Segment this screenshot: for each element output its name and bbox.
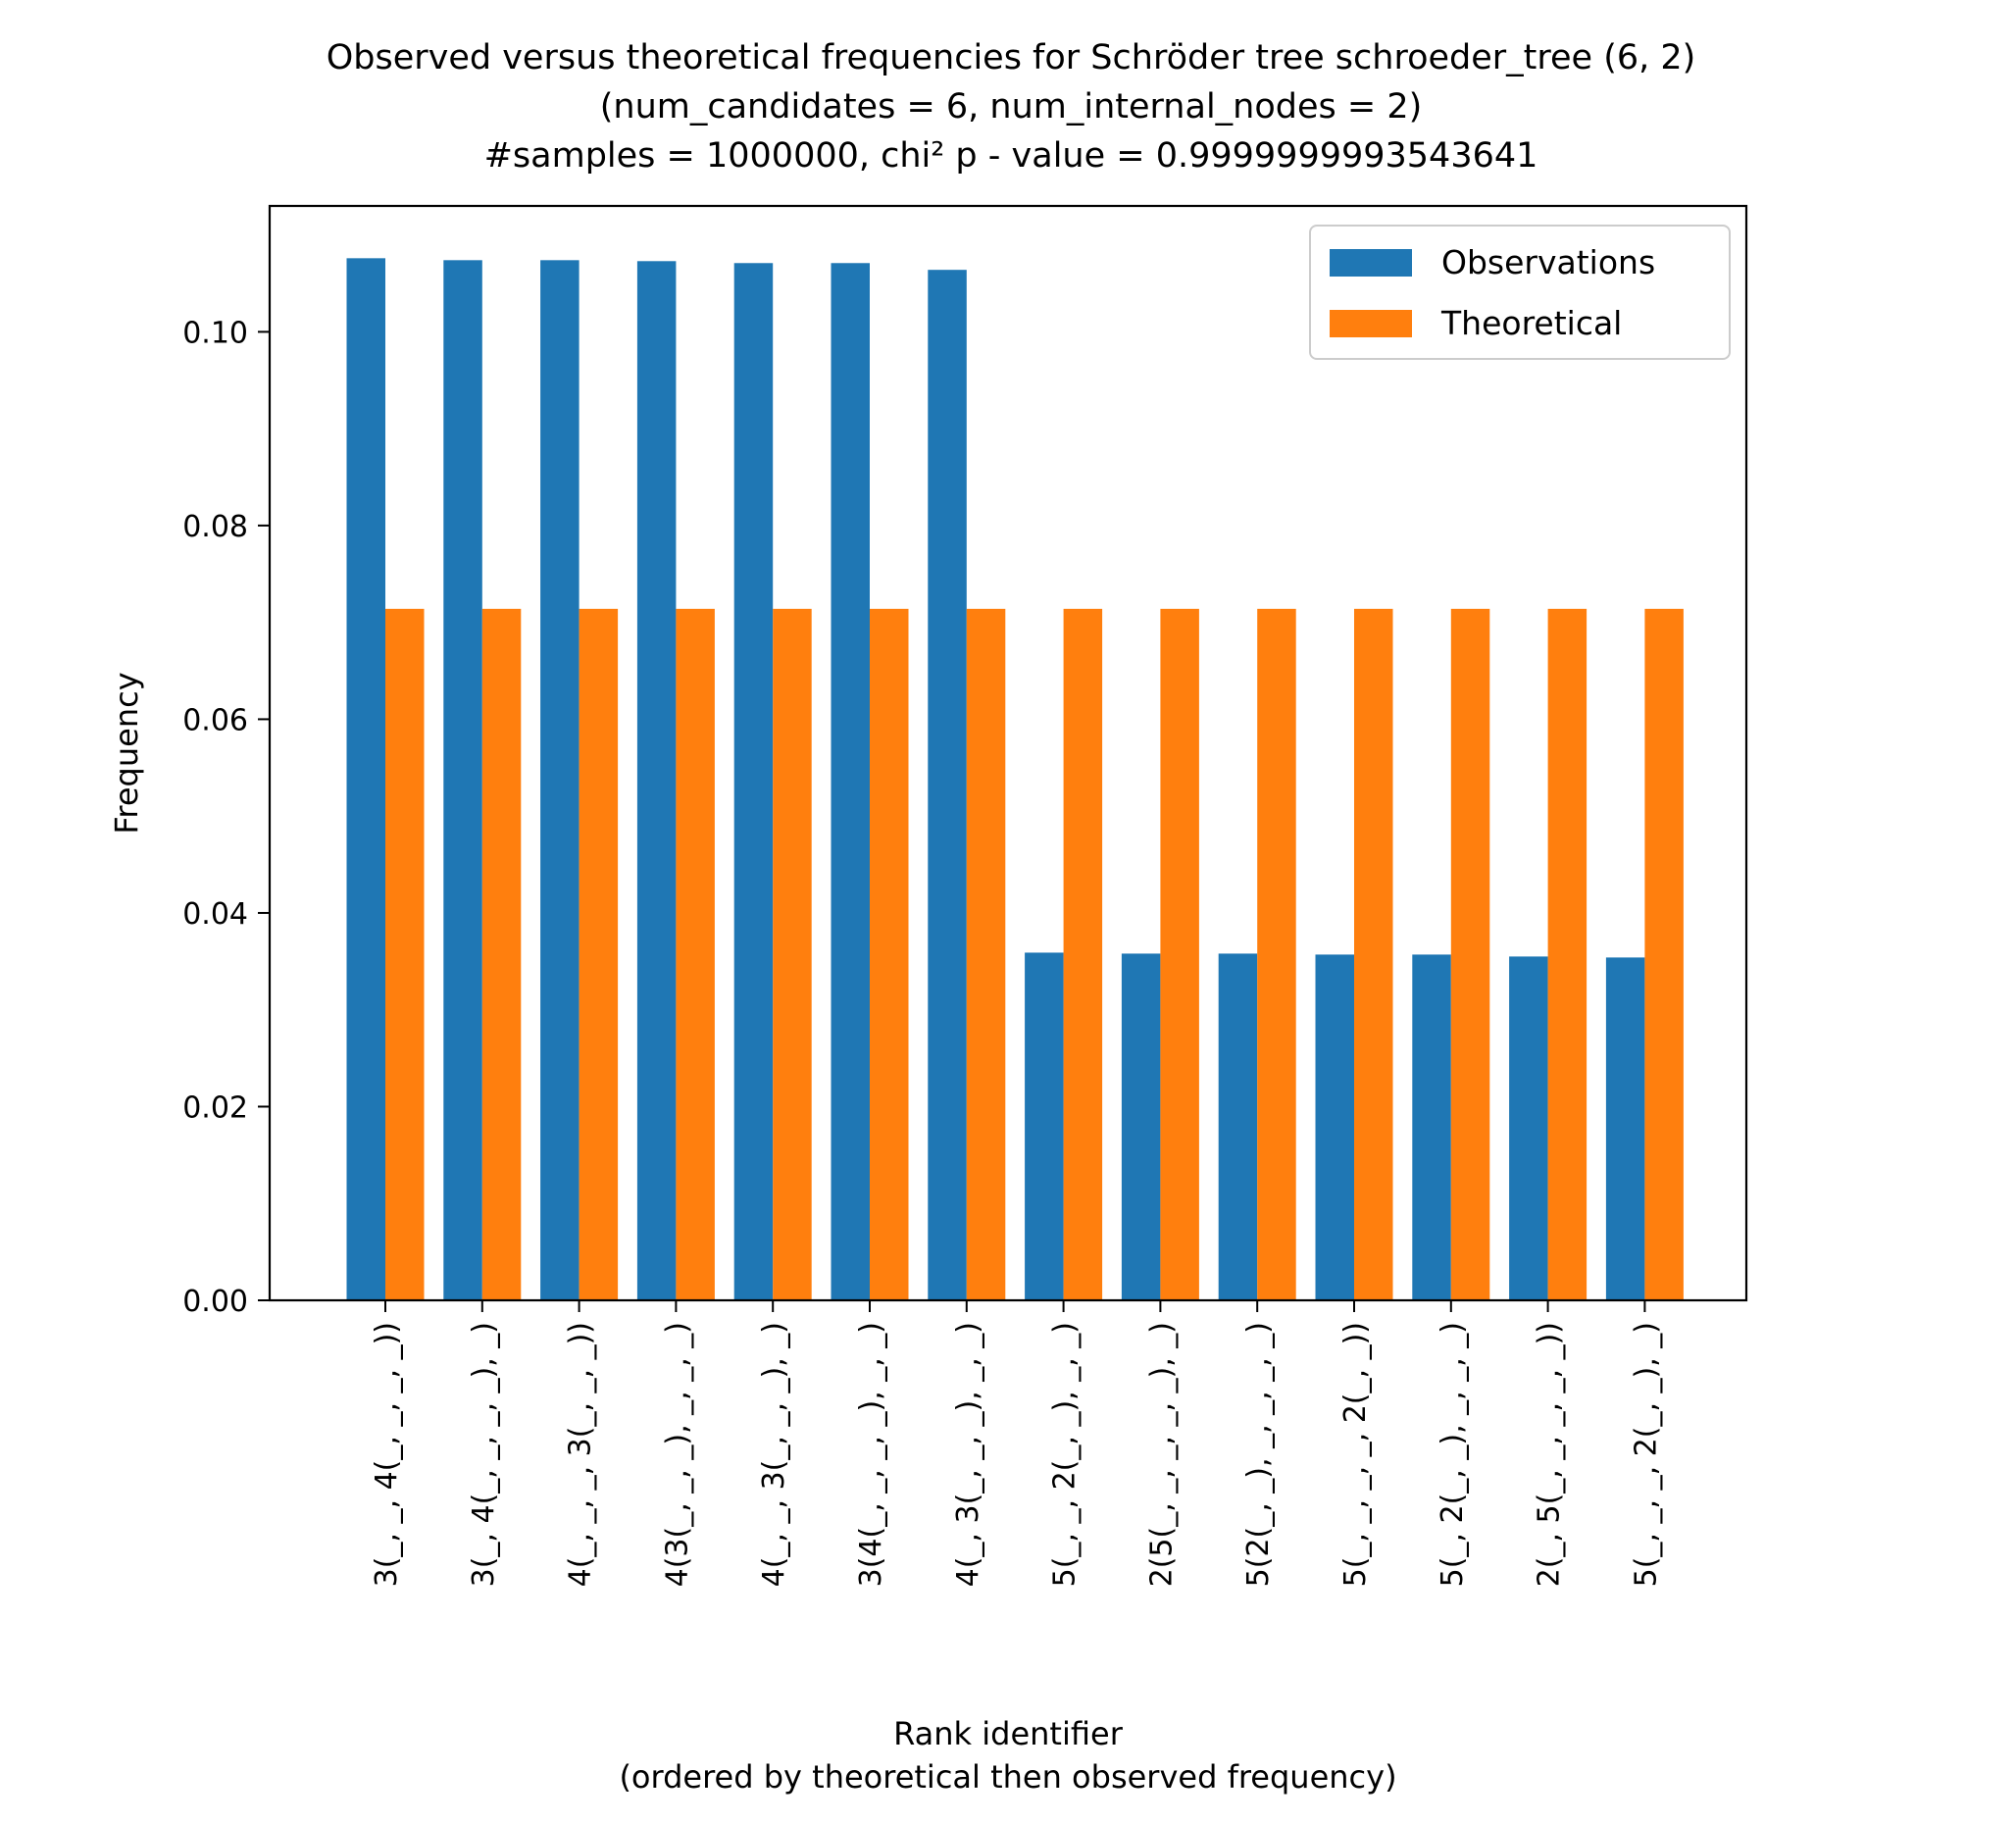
x-tick-label: 4(_, 3(_, _, _), _, _)	[951, 1322, 985, 1587]
x-tick-label: 3(4(_, _, _, _), _, _)	[854, 1322, 888, 1587]
bar-observations-8	[1025, 952, 1064, 1300]
legend-frame	[1309, 225, 1731, 360]
x-axis-label-line-1: Rank identifier	[893, 1715, 1124, 1752]
bars-layer	[346, 258, 1684, 1301]
x-tick-label: 5(_, _, 2(_, _), _, _)	[1048, 1322, 1083, 1587]
bar-observations-6	[831, 263, 870, 1300]
bar-theoretical-6	[870, 608, 909, 1300]
x-tick-label: 3(_, 4(_, _, _, _), _)	[467, 1322, 501, 1587]
bar-theoretical-3	[579, 608, 619, 1300]
x-axis: 3(_, _, 4(_, _, _, _)) 3(_, 4(_, _, _, _)…	[370, 1300, 1663, 1587]
bar-observations-5	[733, 263, 774, 1300]
bar-theoretical-10	[1257, 608, 1296, 1300]
bar-observations-14	[1605, 957, 1645, 1300]
y-axis-label: Frequency	[108, 672, 145, 834]
bar-theoretical-8	[1063, 608, 1103, 1300]
legend-swatch-theoretical	[1330, 310, 1412, 337]
y-tick-label: 0.10	[182, 316, 248, 350]
bar-theoretical-7	[966, 608, 1006, 1300]
x-tick-label: 2(5(_, _, _, _, _), _)	[1144, 1322, 1179, 1587]
bar-theoretical-11	[1354, 608, 1393, 1300]
x-axis-label-line-2: (ordered by theoretical then observed fr…	[619, 1758, 1396, 1796]
legend-label-theoretical: Theoretical	[1440, 304, 1622, 342]
bar-theoretical-1	[385, 608, 425, 1300]
bar-observations-1	[346, 258, 385, 1301]
bar-observations-4	[636, 261, 677, 1300]
chart-title: Observed versus theoretical frequencies …	[327, 38, 1696, 176]
x-tick-label: 5(2(_, _), _, _, _, _)	[1241, 1322, 1276, 1587]
x-tick-label: 5(_, _, _, _, 2(_, _))	[1338, 1322, 1373, 1587]
x-tick-label: 2(_, 5(_, _, _, _, _))	[1533, 1322, 1567, 1587]
bar-observations-12	[1412, 954, 1451, 1300]
legend-swatch-observations	[1330, 249, 1412, 277]
bar-theoretical-14	[1644, 608, 1684, 1300]
bar-observations-2	[443, 260, 482, 1300]
plot-area-frame	[268, 204, 1748, 1302]
legend-label-observations: Observations	[1441, 243, 1655, 281]
x-tick-label: 4(_, _, 3(_, _, _), _)	[757, 1322, 791, 1587]
y-tick-label: 0.00	[182, 1285, 248, 1319]
chart-title-line-2: (num_candidates = 6, num_internal_nodes …	[600, 87, 1423, 127]
bar-observations-9	[1121, 953, 1161, 1300]
y-tick-label: 0.08	[182, 510, 248, 544]
legend: Observations Theoretical	[1309, 225, 1731, 360]
y-tick-label: 0.06	[182, 703, 248, 737]
x-tick-label: 5(_, 2(_, _), _, _, _)	[1436, 1322, 1470, 1587]
chart-title-line-1: Observed versus theoretical frequencies …	[327, 38, 1696, 77]
y-tick-label: 0.04	[182, 897, 248, 932]
bar-theoretical-2	[481, 608, 522, 1300]
bar-observations-10	[1218, 953, 1258, 1300]
x-tick-label: 5(_, _, _, 2(_, _), _)	[1629, 1322, 1663, 1587]
bar-observations-3	[540, 260, 580, 1300]
bar-observations-11	[1315, 954, 1354, 1300]
chart-title-line-3: #samples = 1000000, chi² p - value = 0.9…	[484, 136, 1538, 176]
x-tick-label: 4(3(_, _, _), _, _, _)	[660, 1322, 694, 1587]
bar-theoretical-9	[1160, 608, 1199, 1300]
bar-theoretical-13	[1547, 608, 1588, 1300]
bar-observations-13	[1509, 956, 1548, 1300]
bar-theoretical-12	[1450, 608, 1490, 1300]
y-axis: 0.00 0.02 0.04 0.06 0.08 0.10	[182, 316, 270, 1319]
bar-theoretical-5	[773, 608, 812, 1300]
bar-theoretical-4	[676, 608, 715, 1300]
x-tick-label: 4(_, _, _, 3(_, _, _))	[564, 1322, 598, 1587]
y-tick-label: 0.02	[182, 1090, 248, 1125]
bar-observations-7	[928, 270, 967, 1301]
x-tick-label: 3(_, _, 4(_, _, _, _))	[370, 1322, 404, 1587]
